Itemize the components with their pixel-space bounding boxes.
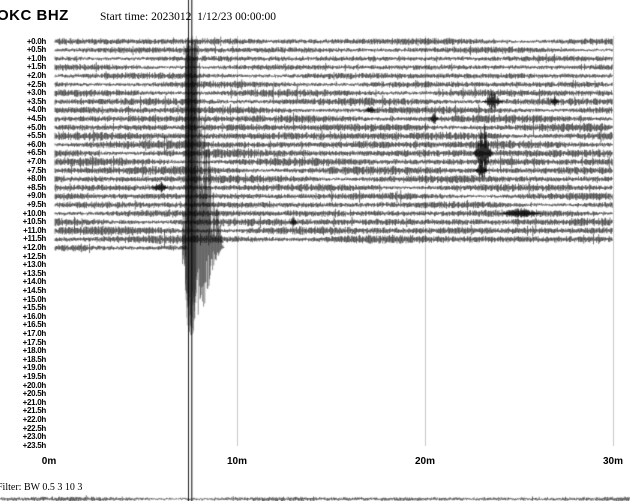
- trace-row-label: +15.5h: [22, 303, 47, 313]
- start-time-label: Start time: 2023012 1/12/23 00:00:00: [100, 11, 277, 23]
- trace-row-label: +19.5h: [22, 371, 47, 381]
- minute-tick-label: 0m: [41, 456, 57, 467]
- trace-row-label: +17.0h: [22, 328, 47, 338]
- trace-row-label: +18.0h: [22, 346, 47, 356]
- trace-row-label: +5.5h: [26, 131, 46, 141]
- trace-row-label: +4.5h: [26, 113, 46, 123]
- minute-tick-label: 30m: [602, 456, 624, 467]
- trace-row-label: +20.5h: [22, 389, 47, 399]
- minute-tick-label: 20m: [414, 456, 436, 467]
- trace-row-label: +13.0h: [22, 260, 47, 270]
- trace-row-label: +23.0h: [22, 432, 47, 442]
- trace-row-label: +3.0h: [26, 88, 46, 98]
- trace-row-label: +22.0h: [22, 414, 47, 424]
- trace-row-label: +0.5h: [26, 45, 46, 55]
- trace-row-label: +2.0h: [26, 70, 46, 80]
- minute-tick-label: 10m: [226, 456, 248, 467]
- station-code: OKC BHZ: [0, 7, 69, 24]
- trace-row-label: +23.5h: [22, 440, 47, 450]
- trace-row-label: +10.5h: [22, 217, 47, 227]
- trace-row-label: +8.0h: [26, 174, 46, 184]
- trace-row-label: +12.0h: [22, 242, 47, 252]
- filter-label: Filter: BW 0.5 3 10 3: [0, 482, 83, 493]
- trace-row-label: +14.5h: [22, 285, 47, 295]
- trace-row-label: +9.5h: [26, 199, 46, 209]
- trace-row-label: +7.0h: [26, 156, 46, 166]
